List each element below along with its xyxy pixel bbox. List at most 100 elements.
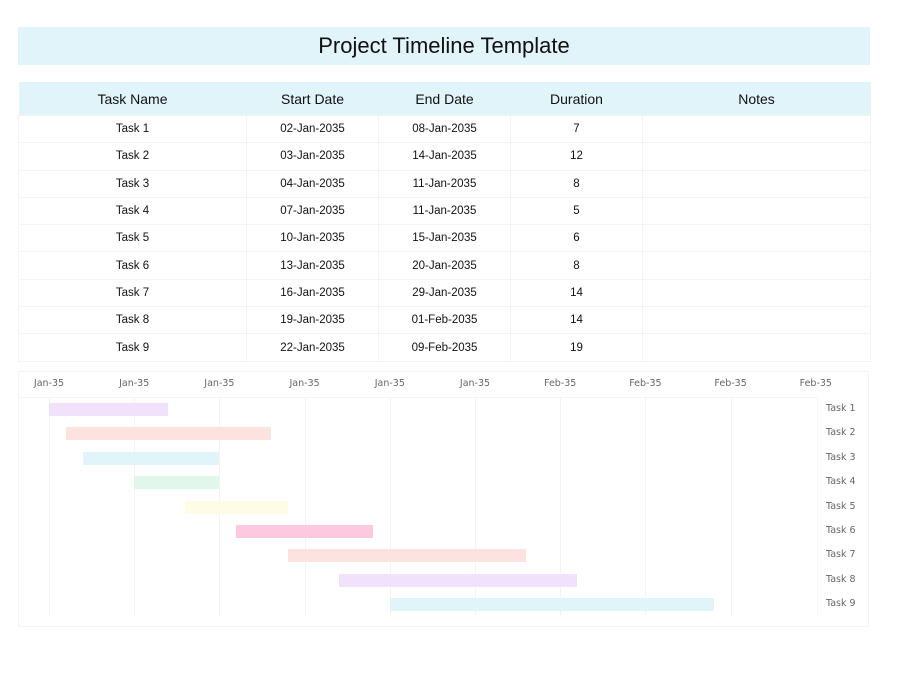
cell-notes[interactable] [642,142,871,171]
cell-task-name[interactable]: Task 8 [18,306,247,335]
gridline [389,397,391,615]
table-header-row: Task Name Start Date End Date Duration N… [18,82,871,116]
gantt-bar[interactable] [134,476,220,490]
gridline [49,397,50,615]
gantt-bar[interactable] [338,573,578,587]
cell-end-date[interactable]: 29-Jan-2035 [378,278,511,308]
cell-task-name[interactable]: Task 2 [18,142,247,171]
cell-end-date[interactable]: 14-Jan-2035 [378,142,511,171]
cell-start-date[interactable]: 22-Jan-2035 [246,333,379,362]
x-tick-label: Jan-35 [289,378,320,389]
cell-end-date[interactable]: 11-Jan-2035 [378,196,511,226]
x-tick-label: Feb-35 [799,378,832,389]
cell-start-date[interactable]: 13-Jan-2035 [246,251,379,280]
cell-duration[interactable]: 14 [510,306,643,335]
cell-task-name[interactable]: Task 1 [18,114,247,144]
cell-notes[interactable] [642,169,871,198]
label-column-divider [817,397,818,615]
cell-duration[interactable]: 5 [510,196,643,226]
cell-notes[interactable] [642,278,871,308]
cell-task-name[interactable]: Task 5 [18,224,247,253]
cell-end-date[interactable]: 20-Jan-2035 [378,251,511,280]
gridline [730,397,732,615]
cell-start-date[interactable]: 07-Jan-2035 [246,196,379,226]
cell-end-date[interactable]: 08-Jan-2035 [378,114,511,144]
cell-end-date[interactable]: 11-Jan-2035 [378,169,511,198]
task-label: Task 9 [826,598,856,610]
cell-start-date[interactable]: 16-Jan-2035 [246,278,379,308]
x-tick-label: Feb-35 [629,378,662,389]
table-row: Task 5 10-Jan-2035 15-Jan-2035 6 [18,224,871,253]
table-row: Task 1 02-Jan-2035 08-Jan-2035 7 [18,114,871,144]
cell-end-date[interactable]: 01-Feb-2035 [378,306,511,335]
cell-notes[interactable] [642,224,871,253]
cell-task-name[interactable]: Task 4 [18,196,247,226]
cell-start-date[interactable]: 10-Jan-2035 [246,224,379,253]
cell-task-name[interactable]: Task 3 [18,169,247,198]
cell-notes[interactable] [642,196,871,226]
title-banner: Project Timeline Template [18,27,870,65]
task-label: Task 7 [826,549,856,561]
cell-start-date[interactable]: 03-Jan-2035 [246,142,379,171]
cell-duration[interactable]: 8 [510,169,643,198]
task-label: Task 3 [826,451,856,463]
gantt-bar[interactable] [236,525,373,538]
cell-notes[interactable] [642,306,871,335]
task-label: Task 4 [826,476,856,488]
cell-task-name[interactable]: Task 9 [18,333,247,362]
table-row: Task 8 19-Jan-2035 01-Feb-2035 14 [18,306,871,335]
table-row: Task 4 07-Jan-2035 11-Jan-2035 5 [18,196,871,226]
gantt-bar[interactable] [185,500,288,514]
cell-task-name[interactable]: Task 7 [18,278,247,308]
table-row: Task 3 04-Jan-2035 11-Jan-2035 8 [18,169,871,198]
cell-notes[interactable] [642,333,871,362]
table-row: Task 6 13-Jan-2035 20-Jan-2035 8 [18,251,871,280]
cell-notes[interactable] [642,251,871,280]
header-notes: Notes [642,82,871,116]
gridline [475,397,476,615]
gantt-bar[interactable] [49,403,169,416]
gantt-bar[interactable] [287,549,527,563]
table-row: Task 2 03-Jan-2035 14-Jan-2035 12 [18,142,871,171]
table-row: Task 9 22-Jan-2035 09-Feb-2035 19 [18,333,871,362]
task-label: Task 5 [826,500,856,512]
gantt-chart [18,371,869,627]
gridline [134,397,136,615]
gantt-bar[interactable] [389,598,714,612]
header-task-name: Task Name [18,82,247,116]
page-title: Project Timeline Template [318,33,570,58]
gridline [304,397,306,615]
cell-task-name[interactable]: Task 6 [18,251,247,280]
gantt-bar[interactable] [66,427,271,441]
x-tick-label: Jan-35 [119,378,150,389]
table-row: Task 7 16-Jan-2035 29-Jan-2035 14 [18,278,871,308]
cell-duration[interactable]: 14 [510,278,643,308]
header-end-date: End Date [378,82,511,116]
cell-end-date[interactable]: 09-Feb-2035 [378,333,511,362]
x-tick-label: Jan-35 [204,378,235,389]
cell-end-date[interactable]: 15-Jan-2035 [378,224,511,253]
x-tick-label: Jan-35 [374,378,405,389]
x-tick-label: Jan-35 [459,378,491,389]
x-tick-label: Feb-35 [714,378,747,389]
cell-duration[interactable]: 19 [510,333,643,362]
header-start-date: Start Date [246,82,379,116]
x-tick-label: Jan-35 [33,378,65,389]
cell-duration[interactable]: 8 [510,251,643,280]
cell-start-date[interactable]: 19-Jan-2035 [246,306,379,335]
gantt-bar[interactable] [83,451,220,465]
x-tick-label: Feb-35 [544,378,577,389]
task-label: Task 1 [826,403,856,414]
cell-duration[interactable]: 12 [510,142,643,171]
cell-duration[interactable]: 7 [510,114,643,144]
cell-start-date[interactable]: 04-Jan-2035 [246,169,379,198]
header-duration: Duration [510,82,643,116]
task-label: Task 8 [826,573,856,585]
gridline [645,397,647,615]
cell-duration[interactable]: 6 [510,224,643,253]
cell-notes[interactable] [642,114,871,144]
task-label: Task 2 [826,427,856,439]
task-table: Task Name Start Date End Date Duration N… [18,82,871,362]
cell-start-date[interactable]: 02-Jan-2035 [246,114,379,144]
axis-baseline [18,397,818,398]
